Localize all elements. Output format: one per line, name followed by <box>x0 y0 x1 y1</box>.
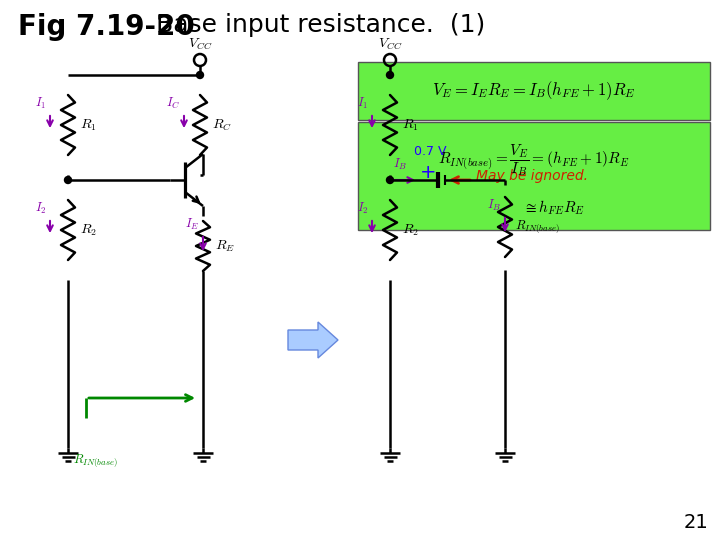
Text: $I_C$: $I_C$ <box>166 96 180 111</box>
Text: +: + <box>420 163 436 181</box>
Text: $V_{CC}$: $V_{CC}$ <box>188 37 212 52</box>
Text: $I_B$: $I_B$ <box>487 198 501 213</box>
Text: $I_E$: $I_E$ <box>185 217 199 232</box>
Text: $R_1$: $R_1$ <box>402 117 418 133</box>
FancyBboxPatch shape <box>358 62 710 120</box>
Text: $I_1$: $I_1$ <box>35 96 46 111</box>
Text: $R_{IN(base)}$: $R_{IN(base)}$ <box>515 219 559 235</box>
FancyBboxPatch shape <box>358 122 710 230</box>
Circle shape <box>387 177 394 184</box>
Text: $R_2$: $R_2$ <box>80 222 97 238</box>
Text: $V_E = I_E R_E = I_B(h_{FE}+1)R_E$: $V_E = I_E R_E = I_B(h_{FE}+1)R_E$ <box>432 79 636 103</box>
Circle shape <box>197 71 204 78</box>
Text: 0.7 V: 0.7 V <box>414 145 446 158</box>
Text: $R_{IN(base)} = \dfrac{V_E}{I_B} = (h_{FE}+1)R_E$: $R_{IN(base)} = \dfrac{V_E}{I_B} = (h_{F… <box>438 142 630 178</box>
Text: $I_2$: $I_2$ <box>35 201 46 216</box>
Text: $R_1$: $R_1$ <box>80 117 96 133</box>
Text: $I_B$: $I_B$ <box>393 157 407 172</box>
Text: May be ignored.: May be ignored. <box>476 169 588 183</box>
Text: $V_{CC}$: $V_{CC}$ <box>378 37 402 52</box>
Text: Base input resistance.  (1): Base input resistance. (1) <box>148 13 485 37</box>
Text: 21: 21 <box>683 513 708 532</box>
Text: $R_2$: $R_2$ <box>402 222 419 238</box>
Text: Fig 7.19-20: Fig 7.19-20 <box>18 13 194 41</box>
Text: $\cong h_{FE}R_E$: $\cong h_{FE}R_E$ <box>523 199 585 217</box>
Text: $R_E$: $R_E$ <box>215 238 235 254</box>
Polygon shape <box>288 322 338 358</box>
Text: $I_1$: $I_1$ <box>357 96 368 111</box>
Circle shape <box>65 177 71 184</box>
Text: $R_{IN(base)}$: $R_{IN(base)}$ <box>73 453 118 469</box>
Text: $R_C$: $R_C$ <box>212 117 232 133</box>
Text: $I_2$: $I_2$ <box>356 201 368 216</box>
Circle shape <box>387 71 394 78</box>
